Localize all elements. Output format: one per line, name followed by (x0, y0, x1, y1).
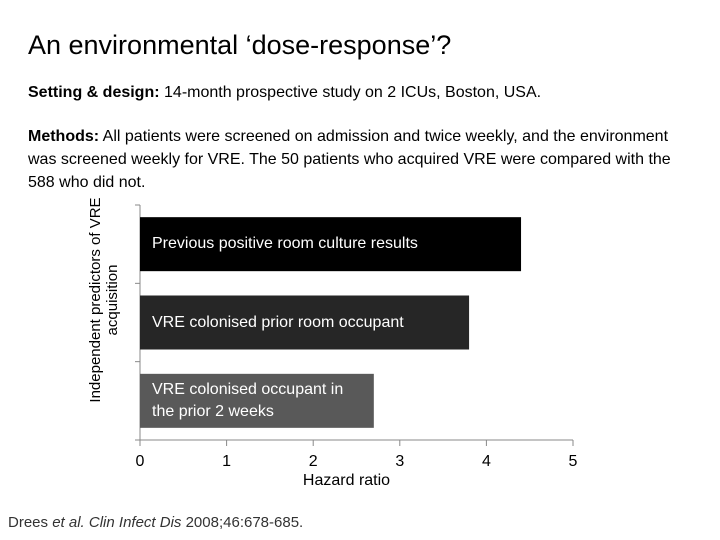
bar (140, 373, 374, 428)
bar (140, 295, 470, 350)
citation-details: 2008;46:678-685. (185, 514, 304, 531)
x-axis-label: Hazard ratio (303, 472, 390, 489)
x-tick-label: 0 (136, 453, 145, 470)
setting-text: Setting & design: 14-month prospective s… (28, 84, 698, 102)
citation-author: Drees (8, 514, 49, 531)
citation: Drees et al. Clin Infect Dis 2008;46:678… (8, 514, 303, 531)
citation-etal: et al. (52, 514, 85, 531)
x-tick-label: 1 (222, 453, 231, 470)
x-tick-label: 2 (309, 453, 318, 470)
category-label: VRE colonised prior room occupant (152, 313, 404, 331)
methods-body: All patients were screened on admission … (28, 128, 671, 191)
x-tick-label: 3 (395, 453, 404, 470)
slide-title: An environmental ‘dose-response’? (28, 30, 452, 60)
x-tick-label: 5 (569, 453, 578, 470)
setting-body: 14-month prospective study on 2 ICUs, Bo… (164, 84, 542, 101)
category-label: Previous positive room culture results (152, 235, 418, 253)
bar (140, 217, 522, 272)
methods-label: Methods: (28, 128, 100, 145)
y-axis-label: Independent predictors of VRE acquisitio… (87, 197, 121, 403)
setting-label: Setting & design: (28, 84, 160, 101)
citation-journal: Clin Infect Dis (88, 514, 182, 531)
bar-label-box: Previous positive room culture results (152, 235, 418, 253)
x-tick-label: 4 (482, 453, 491, 470)
methods-text: Methods: All patients were screened on a… (28, 125, 698, 194)
category-label: VRE colonised occupant in the prior 2 we… (152, 380, 344, 420)
bar-label-box: VRE colonised occupant in the prior 2 we… (152, 380, 344, 420)
bar-label-box: VRE colonised prior room occupant (152, 313, 404, 331)
